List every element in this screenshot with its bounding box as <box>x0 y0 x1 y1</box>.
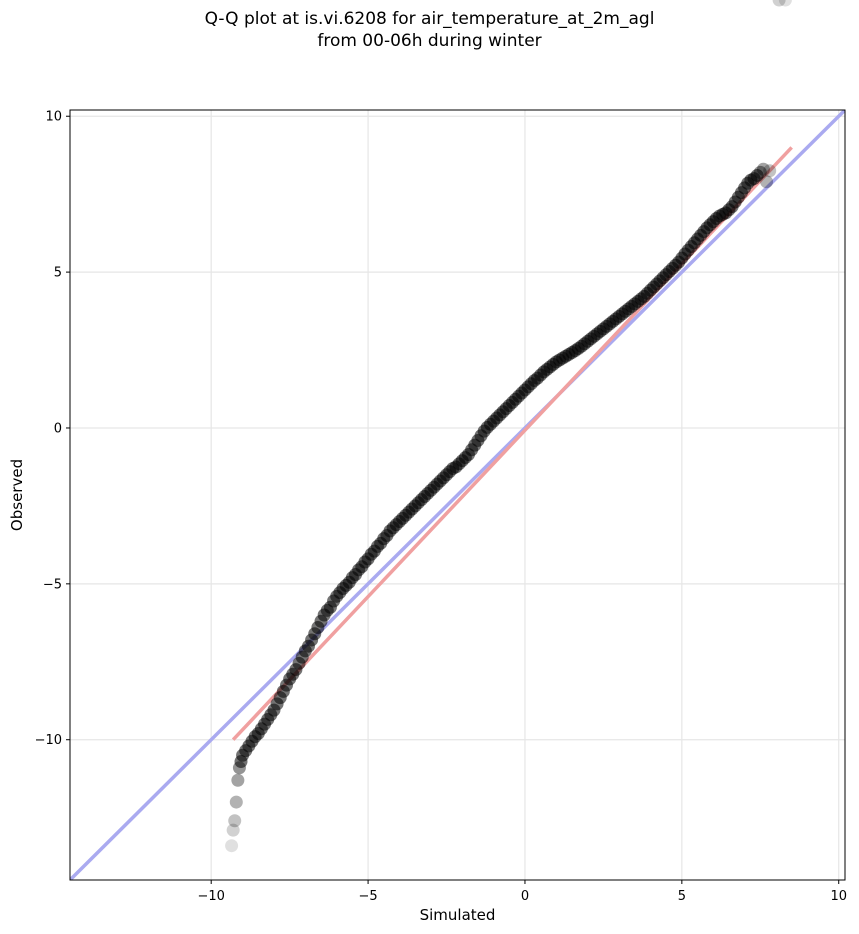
x-axis-label: Simulated <box>420 906 496 924</box>
data-points <box>225 0 792 853</box>
grid-lines <box>70 110 845 880</box>
data-point <box>229 795 243 809</box>
data-point <box>225 839 239 853</box>
y-tick-label: −10 <box>35 733 62 748</box>
data-point <box>760 175 774 189</box>
x-tick-label: 5 <box>678 889 686 904</box>
data-point <box>231 773 245 787</box>
data-point <box>756 162 770 176</box>
y-axis-label: Observed <box>8 459 26 531</box>
y-tick-label: 0 <box>54 421 62 436</box>
chart-title: Q-Q plot at is.vi.6208 for air_temperatu… <box>0 8 859 52</box>
chart-title-line1: Q-Q plot at is.vi.6208 for air_temperatu… <box>204 9 655 29</box>
data-point <box>772 0 786 7</box>
x-tick-label: −5 <box>358 889 377 904</box>
data-point <box>778 0 792 7</box>
data-point <box>750 168 764 182</box>
data-point <box>228 814 242 828</box>
y-tick-label: −5 <box>43 577 62 592</box>
data-point <box>763 164 777 178</box>
x-tick-label: −10 <box>197 889 224 904</box>
identity-line <box>70 110 845 880</box>
chart-title-line2: from 00-06h during winter <box>317 31 542 51</box>
y-tick-label: 5 <box>54 266 62 281</box>
y-ticks: −10 −5 0 5 10 <box>35 110 70 748</box>
reference-lines <box>70 110 845 880</box>
data-point <box>753 165 767 179</box>
y-tick-label: 10 <box>45 110 62 125</box>
plot-frame <box>69 109 846 881</box>
x-tick-label: 10 <box>830 889 847 904</box>
x-tick-label: 0 <box>521 889 529 904</box>
x-ticks: −10 −5 0 5 10 <box>197 880 847 904</box>
data-point <box>226 823 240 837</box>
